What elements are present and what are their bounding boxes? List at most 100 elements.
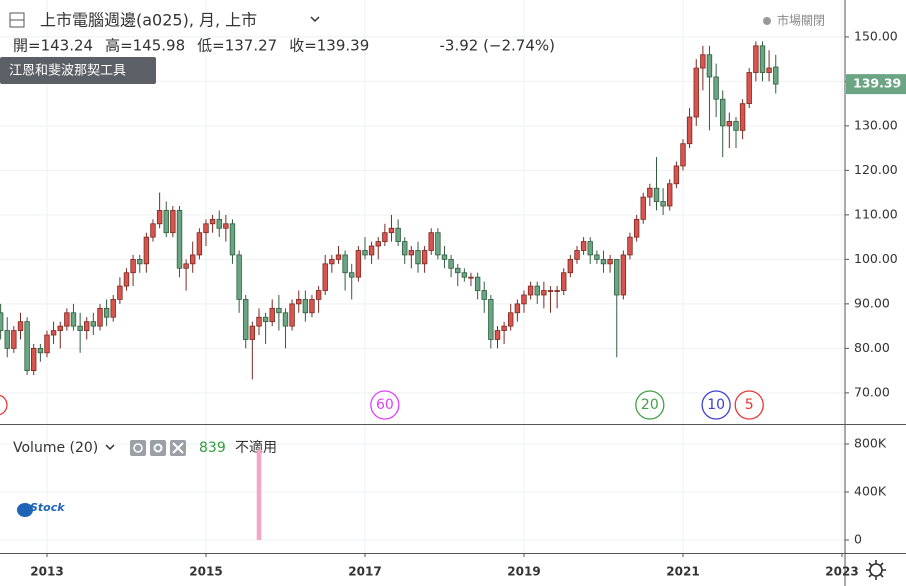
candle-body (759, 45, 766, 73)
candle-body (468, 276, 474, 279)
y-tick-label: 130.00 (854, 117, 898, 132)
candle-body (77, 325, 83, 331)
chart-title: 上市電腦週邊(a025), 月, 上市 (40, 11, 257, 30)
candle-body (441, 254, 448, 260)
candle-body (600, 258, 607, 265)
dropdown-chevron[interactable] (310, 16, 320, 23)
candle-body (514, 303, 521, 314)
candle-body (541, 290, 547, 296)
eye-icon[interactable] (130, 440, 146, 456)
candle-body (97, 307, 103, 327)
candle-body (627, 236, 633, 256)
candle-body (249, 325, 256, 340)
dropdown-chevron[interactable] (105, 444, 115, 451)
candle-body (773, 66, 779, 85)
candle-body (216, 218, 222, 229)
candle-body (4, 330, 10, 349)
candle-body (262, 316, 269, 323)
ohlc-value: 收=139.39 (289, 37, 369, 55)
event-marker (370, 390, 400, 420)
candle-body (448, 258, 454, 269)
candle-body (726, 121, 733, 127)
candle-body (123, 272, 130, 287)
candle-body (110, 299, 116, 318)
candle-body (37, 347, 44, 354)
candle-body (322, 263, 328, 291)
candle-body (117, 285, 123, 300)
candle-body (534, 285, 540, 296)
candle-body (315, 290, 322, 300)
candle-body (620, 254, 627, 296)
event-marker-label: 20 (641, 397, 659, 413)
candle-body (44, 334, 50, 354)
candle-body (488, 299, 494, 340)
ohlc-value: 開=143.24 (13, 37, 93, 55)
candle-body (753, 45, 759, 73)
candle-body (190, 254, 196, 265)
candle-body (594, 254, 600, 260)
candle-body (229, 223, 236, 256)
candle-body (236, 254, 242, 300)
candle-body (494, 330, 501, 340)
candle-body (653, 187, 660, 202)
candle-body (362, 250, 368, 256)
candle-body (103, 307, 110, 318)
candle-body (156, 210, 163, 225)
candle-body (527, 285, 534, 296)
candle-body (388, 227, 395, 234)
candle-body (667, 183, 673, 207)
candle-body (395, 227, 401, 242)
candle-body (587, 241, 593, 256)
x-tick-label: 2017 (348, 565, 381, 579)
eye-icon (133, 443, 143, 453)
close-icon (172, 442, 184, 454)
candle-body (203, 223, 209, 234)
candle-body (223, 223, 229, 229)
event-marker-label: 10 (707, 397, 725, 413)
event-marker (734, 390, 764, 420)
candle-body (70, 312, 77, 327)
candle-body (547, 290, 554, 292)
candle-body (713, 76, 719, 100)
candle-body (508, 312, 514, 327)
tool-label[interactable]: 江恩和斐波那契工具 (9, 64, 126, 79)
candle-body (402, 241, 408, 256)
candle-body (24, 321, 30, 372)
x-tick-label: 2021 (666, 565, 699, 579)
y-tick-label: 800K (854, 435, 887, 450)
candle-body (50, 330, 57, 336)
volume-bar (256, 449, 262, 541)
candle-body (382, 232, 388, 242)
candle-body (296, 299, 302, 305)
candle-body (461, 272, 468, 278)
candle-body (428, 232, 434, 251)
candle-body (686, 116, 693, 145)
volume-title: Volume (20) (13, 440, 98, 456)
change: -3.92 (−2.74%) (439, 37, 555, 55)
candle-body (137, 258, 143, 265)
candle-body (501, 325, 507, 331)
settings-icon[interactable] (150, 440, 166, 456)
event-marker (635, 390, 665, 420)
tool-label-box[interactable] (0, 57, 156, 84)
candle-body (31, 347, 37, 372)
candle-body (455, 267, 461, 274)
candle-body (408, 250, 415, 256)
candle-body (567, 258, 574, 274)
y-tick-label: 110.00 (854, 206, 898, 221)
candle-body (700, 54, 706, 69)
y-tick-label: 70.00 (854, 384, 890, 399)
candle-body (680, 143, 686, 167)
candle-body (673, 165, 680, 185)
candle-body (329, 258, 335, 265)
x-tick-label: 2019 (507, 565, 540, 579)
volume-status: 不適用 (235, 439, 277, 456)
y-tick-label: 400K (854, 484, 887, 499)
candle-body (269, 307, 275, 323)
settings-gear (866, 560, 886, 580)
event-marker-label: 60 (376, 397, 394, 413)
candle-body (746, 72, 752, 105)
market-status: 市場關閉 (777, 13, 825, 28)
candle-body (183, 263, 189, 269)
candle-body (733, 121, 739, 131)
